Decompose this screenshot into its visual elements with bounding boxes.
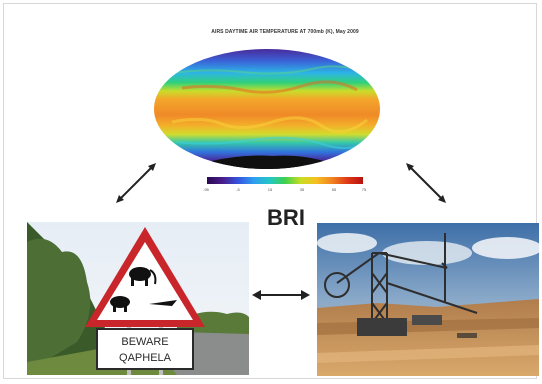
double-arrow-icon bbox=[252, 290, 310, 300]
scale-tick: 75 bbox=[361, 187, 367, 192]
double-arrow-icon bbox=[116, 163, 156, 203]
hub-label: BRI bbox=[267, 205, 305, 230]
color-scale-bar bbox=[207, 177, 363, 184]
double-arrow-icon bbox=[406, 163, 446, 203]
scale-tick: -95 bbox=[203, 187, 209, 192]
mining-scene bbox=[317, 223, 539, 376]
map-title: AIRS DAYTIME AIR TEMPERATURE AT 700mb (K… bbox=[211, 29, 359, 35]
road-warning-sign-photo: BEWARE QAPHELA bbox=[27, 222, 249, 375]
color-scale-ticks: -95 -5 15 35 55 75 bbox=[203, 187, 367, 193]
warning-sign-scene: BEWARE QAPHELA bbox=[27, 222, 249, 375]
scale-tick: 15 bbox=[267, 187, 273, 192]
scale-tick: -5 bbox=[236, 187, 240, 192]
mining-excavator-photo bbox=[317, 223, 539, 376]
figure-frame: AIRS DAYTIME AIR TEMPERATURE AT 700mb (K… bbox=[3, 3, 539, 379]
sign-line-1: BEWARE bbox=[121, 336, 168, 348]
temperature-map-graphic bbox=[154, 49, 380, 169]
temperature-map bbox=[152, 44, 382, 194]
scale-tick: 55 bbox=[331, 187, 337, 192]
sign-line-2: QAPHELA bbox=[119, 352, 172, 364]
scale-tick: 35 bbox=[299, 187, 305, 192]
